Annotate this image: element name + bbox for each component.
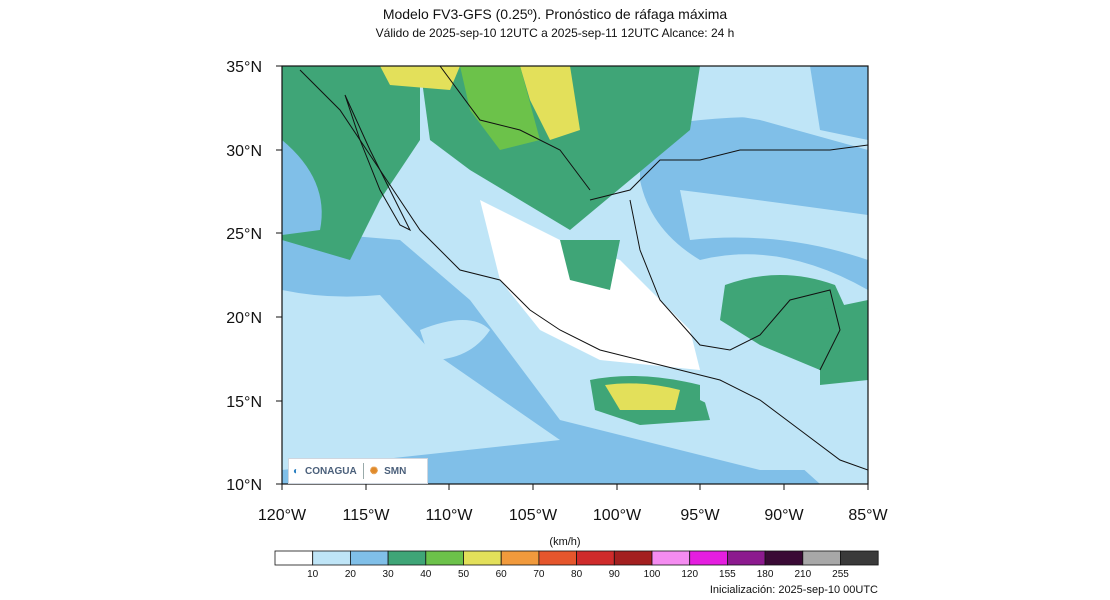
colorbar-label-20: 20: [345, 569, 357, 580]
colorbar-label-30: 30: [383, 569, 395, 580]
colorbar-swatch-11: [689, 550, 728, 566]
colorbar-swatch-8: [576, 550, 615, 566]
coastline-gulf-north: [589, 144, 868, 201]
colorbar-swatch-7: [538, 550, 578, 566]
colorbar-swatch-2: [349, 550, 389, 566]
colorbar-swatch-6: [500, 550, 540, 566]
colorbar-swatch-3: [387, 550, 427, 566]
colorbar-label-180: 180: [757, 569, 774, 580]
coastline-pacific: [299, 69, 868, 471]
field-north-yellow-1: [380, 66, 460, 90]
agency-logos: ◐ CONAGUA ✺ SMN: [288, 458, 428, 484]
field-interior-green: [560, 240, 620, 290]
lon-label-115: 115°W: [342, 507, 390, 524]
colorbar-swatch-10: [651, 550, 691, 566]
lat-label-25: 25°N: [226, 226, 262, 243]
field-nw-blue: [282, 140, 322, 235]
map-title: Modelo FV3-GFS (0.25º). Pronóstico de rá…: [382, 6, 728, 22]
colorbar-swatch-14: [802, 550, 841, 566]
field-north-yellow-2: [520, 66, 580, 140]
conagua-logo-icon: ◐: [293, 465, 300, 477]
gust-field: [282, 66, 868, 484]
colorbar-units: (km/h): [549, 536, 581, 548]
initialization-time: Inicialización: 2025-sep-10 00UTC: [709, 584, 878, 596]
lat-label-15: 15°N: [226, 394, 262, 411]
colorbar-label-80: 80: [571, 569, 583, 580]
lat-label-35: 35°N: [226, 59, 262, 76]
field-tehuantepec-core: [605, 383, 680, 410]
coastline-gulf-west: [629, 199, 841, 371]
map-subtitle: Válido de 2025-sep-10 12UTC a 2025-sep-1…: [375, 26, 735, 40]
lon-label-120: 120°W: [258, 507, 307, 524]
colorbar-swatch-15: [840, 550, 879, 566]
colorbar-label-90: 90: [609, 569, 621, 580]
field-pacific-light: [282, 290, 560, 470]
colorbar-swatch-12: [727, 550, 766, 566]
coastline-baja: [344, 94, 412, 232]
lon-label-105: 105°W: [509, 507, 558, 524]
lon-label-95: 95°W: [680, 507, 720, 524]
lon-label-85: 85°W: [848, 507, 888, 524]
border-us-mexico: [439, 66, 591, 191]
smn-logo-text: SMN: [384, 465, 407, 477]
colorbar-label-70: 70: [533, 569, 545, 580]
lon-label-90: 90°W: [764, 507, 804, 524]
field-gulf-light: [680, 190, 868, 260]
colorbar-label-100: 100: [644, 569, 661, 580]
colorbar-label-210: 210: [794, 569, 811, 580]
colorbar-swatch-0: [274, 550, 314, 566]
smn-logo-icon: ✺: [369, 465, 379, 477]
lon-label-100: 100°W: [593, 507, 642, 524]
colorbar-label-155: 155: [719, 569, 736, 580]
colorbar-swatch-4: [425, 550, 464, 566]
colorbar-label-255: 255: [832, 569, 849, 580]
lat-label-20: 20°N: [226, 310, 262, 327]
colorbar-label-10: 10: [307, 569, 319, 580]
colorbar-swatch-1: [312, 550, 351, 566]
field-north-lightgreen: [460, 66, 540, 150]
conagua-logo-text: CONAGUA: [305, 465, 357, 477]
colorbar-label-40: 40: [420, 569, 432, 580]
field-ne-blue: [810, 66, 868, 140]
plot-frame: [281, 65, 869, 485]
logo-separator: [362, 463, 364, 479]
colorbar-swatch-13: [764, 550, 804, 566]
colorbar-swatch-9: [613, 550, 653, 566]
lon-label-110: 110°W: [425, 507, 473, 524]
colorbar-label-120: 120: [681, 569, 698, 580]
tick-marks: [276, 65, 869, 490]
colorbar: 10 20 30 40 50 60 70 80 90 100 120 155 180 210 255: [274, 550, 879, 580]
lat-label-10: 10°N: [226, 477, 262, 494]
coastlines: [299, 66, 868, 471]
field-pacific-lobe: [420, 320, 490, 360]
lat-label-30: 30°N: [226, 143, 262, 160]
colorbar-label-60: 60: [496, 569, 508, 580]
colorbar-label-50: 50: [458, 569, 470, 580]
colorbar-swatch-5: [463, 550, 502, 566]
field-caribbean-green: [820, 300, 868, 385]
